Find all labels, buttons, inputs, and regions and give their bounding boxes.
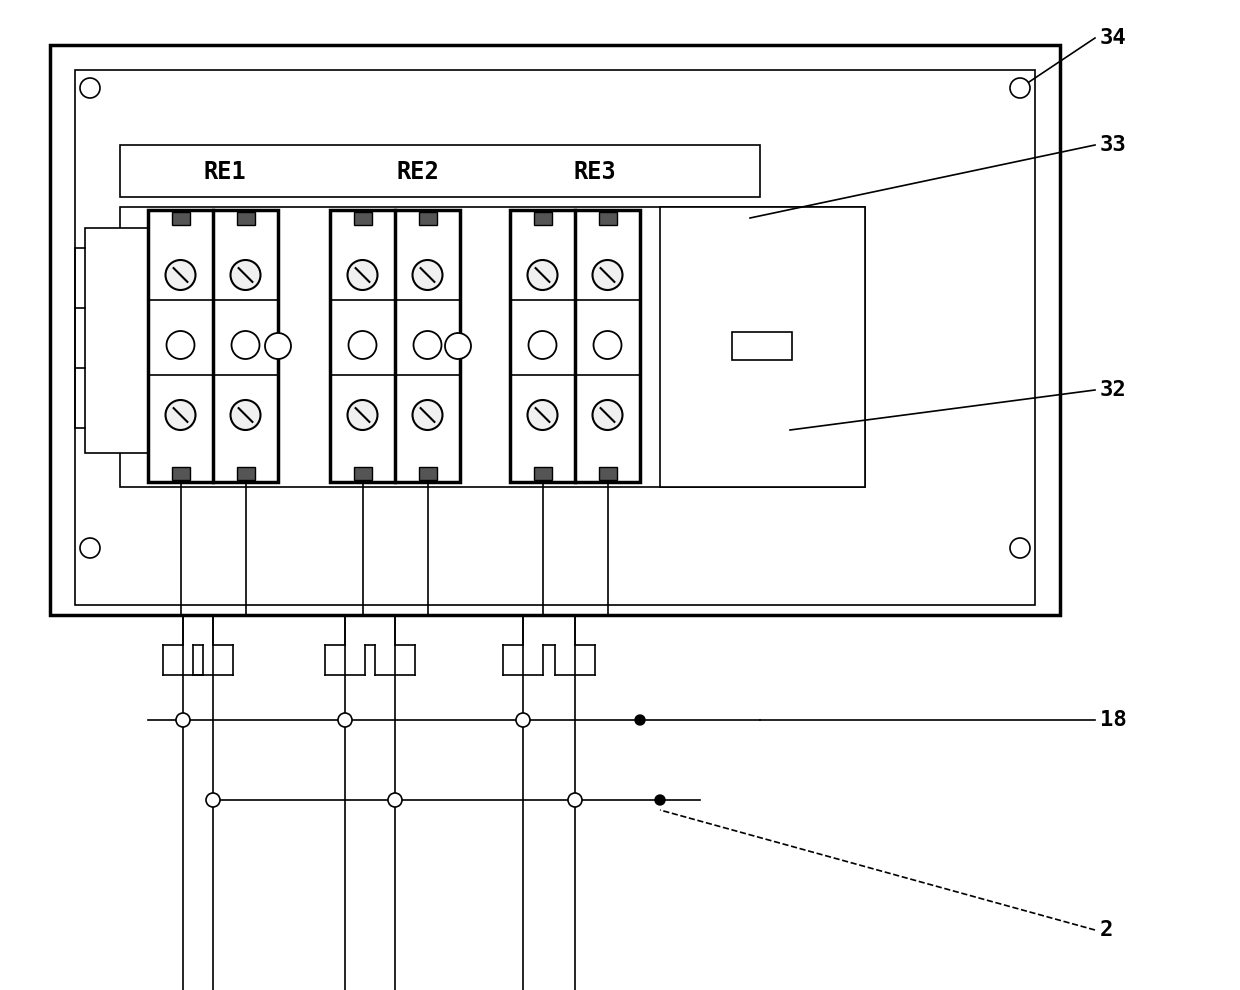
Bar (353, 467, 372, 480)
Circle shape (231, 260, 260, 290)
Circle shape (593, 260, 622, 290)
Circle shape (206, 793, 219, 807)
Bar (419, 467, 436, 480)
Circle shape (339, 713, 352, 727)
Circle shape (594, 331, 621, 359)
Circle shape (527, 260, 558, 290)
Bar (732, 332, 792, 360)
Text: 33: 33 (1100, 135, 1127, 155)
Bar (74, 70, 1035, 605)
Circle shape (81, 538, 100, 558)
Circle shape (413, 400, 443, 430)
Circle shape (1011, 78, 1030, 98)
Bar (330, 210, 460, 482)
Circle shape (593, 400, 622, 430)
Text: RE1: RE1 (203, 160, 247, 184)
Bar (353, 212, 372, 225)
Circle shape (165, 260, 196, 290)
Text: RE3: RE3 (574, 160, 616, 184)
Circle shape (165, 400, 196, 430)
Bar (660, 207, 866, 487)
Circle shape (176, 713, 190, 727)
Bar (599, 467, 616, 480)
Bar (148, 210, 278, 482)
Circle shape (568, 793, 582, 807)
Bar (533, 467, 552, 480)
Circle shape (635, 715, 645, 725)
Circle shape (388, 793, 402, 807)
Bar (237, 212, 254, 225)
Circle shape (265, 333, 291, 359)
Circle shape (445, 333, 471, 359)
Bar (599, 212, 616, 225)
Circle shape (528, 331, 557, 359)
Circle shape (232, 331, 259, 359)
Text: 32: 32 (1100, 380, 1127, 400)
Circle shape (413, 260, 443, 290)
Circle shape (516, 713, 529, 727)
Bar (419, 212, 436, 225)
Bar (510, 210, 640, 482)
Bar (120, 145, 760, 197)
Text: 34: 34 (1100, 28, 1127, 48)
Bar (120, 207, 866, 487)
Bar (171, 467, 190, 480)
Text: 2: 2 (1100, 920, 1114, 940)
Text: RE2: RE2 (397, 160, 439, 184)
Circle shape (166, 331, 195, 359)
Bar (237, 467, 254, 480)
Circle shape (81, 78, 100, 98)
Circle shape (413, 331, 441, 359)
Circle shape (655, 795, 665, 805)
Text: 18: 18 (1100, 710, 1127, 730)
Bar (86, 228, 148, 453)
Bar (533, 212, 552, 225)
Circle shape (1011, 538, 1030, 558)
Circle shape (231, 400, 260, 430)
Circle shape (347, 260, 377, 290)
Bar (50, 45, 1060, 615)
Circle shape (527, 400, 558, 430)
Circle shape (347, 400, 377, 430)
Bar (171, 212, 190, 225)
Circle shape (348, 331, 377, 359)
